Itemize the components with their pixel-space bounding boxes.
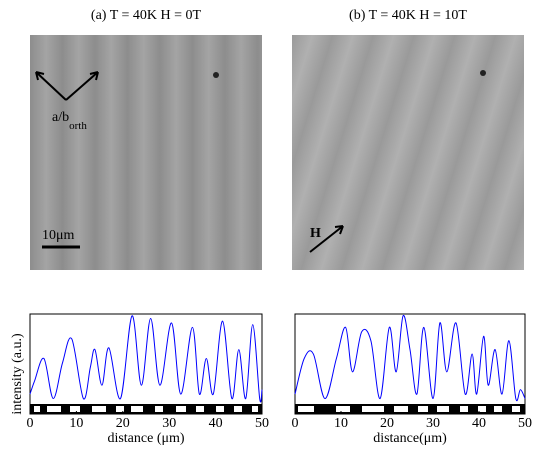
x-axis-label: distance(μm) — [373, 431, 447, 446]
plot-frame — [29, 313, 263, 415]
x-tick-label: 20 — [116, 416, 130, 431]
x-tick-label: 50 — [255, 416, 269, 431]
intensity-line — [29, 315, 263, 403]
x-tick-label: 10 — [69, 416, 83, 431]
y-axis-label: intensity (a.u.) — [10, 333, 25, 415]
x-tick-label: 40 — [209, 416, 223, 431]
orientation-arrows — [35, 71, 99, 101]
orientation-text: a/b — [52, 110, 69, 125]
orientation-subscript: orth — [69, 120, 87, 132]
orientation-label: a/borth — [52, 110, 87, 131]
panel-title: (a) T = 40K H = 0T — [91, 8, 202, 23]
x-tick-label: 0 — [292, 416, 299, 431]
micrograph — [292, 35, 524, 270]
field-arrow — [309, 225, 344, 253]
intensity-line — [294, 315, 526, 402]
x-tick-label: 50 — [518, 416, 532, 431]
plot-frame — [294, 313, 526, 415]
micrograph — [30, 35, 262, 270]
x-tick-label: 40 — [472, 416, 486, 431]
x-tick-label: 0 — [27, 416, 34, 431]
x-axis-label: distance (μm) — [107, 431, 184, 446]
defect — [480, 70, 486, 76]
scale-label: 10μm — [42, 228, 75, 243]
domain-strip — [30, 404, 525, 414]
x-tick-label: 30 — [426, 416, 440, 431]
x-tick-label: 10 — [334, 416, 348, 431]
panel-title: (b) T = 40K H = 10T — [349, 8, 467, 23]
field-label: H — [310, 226, 321, 241]
x-tick-label: 30 — [162, 416, 176, 431]
x-tick-label: 20 — [380, 416, 394, 431]
defect — [213, 72, 219, 78]
